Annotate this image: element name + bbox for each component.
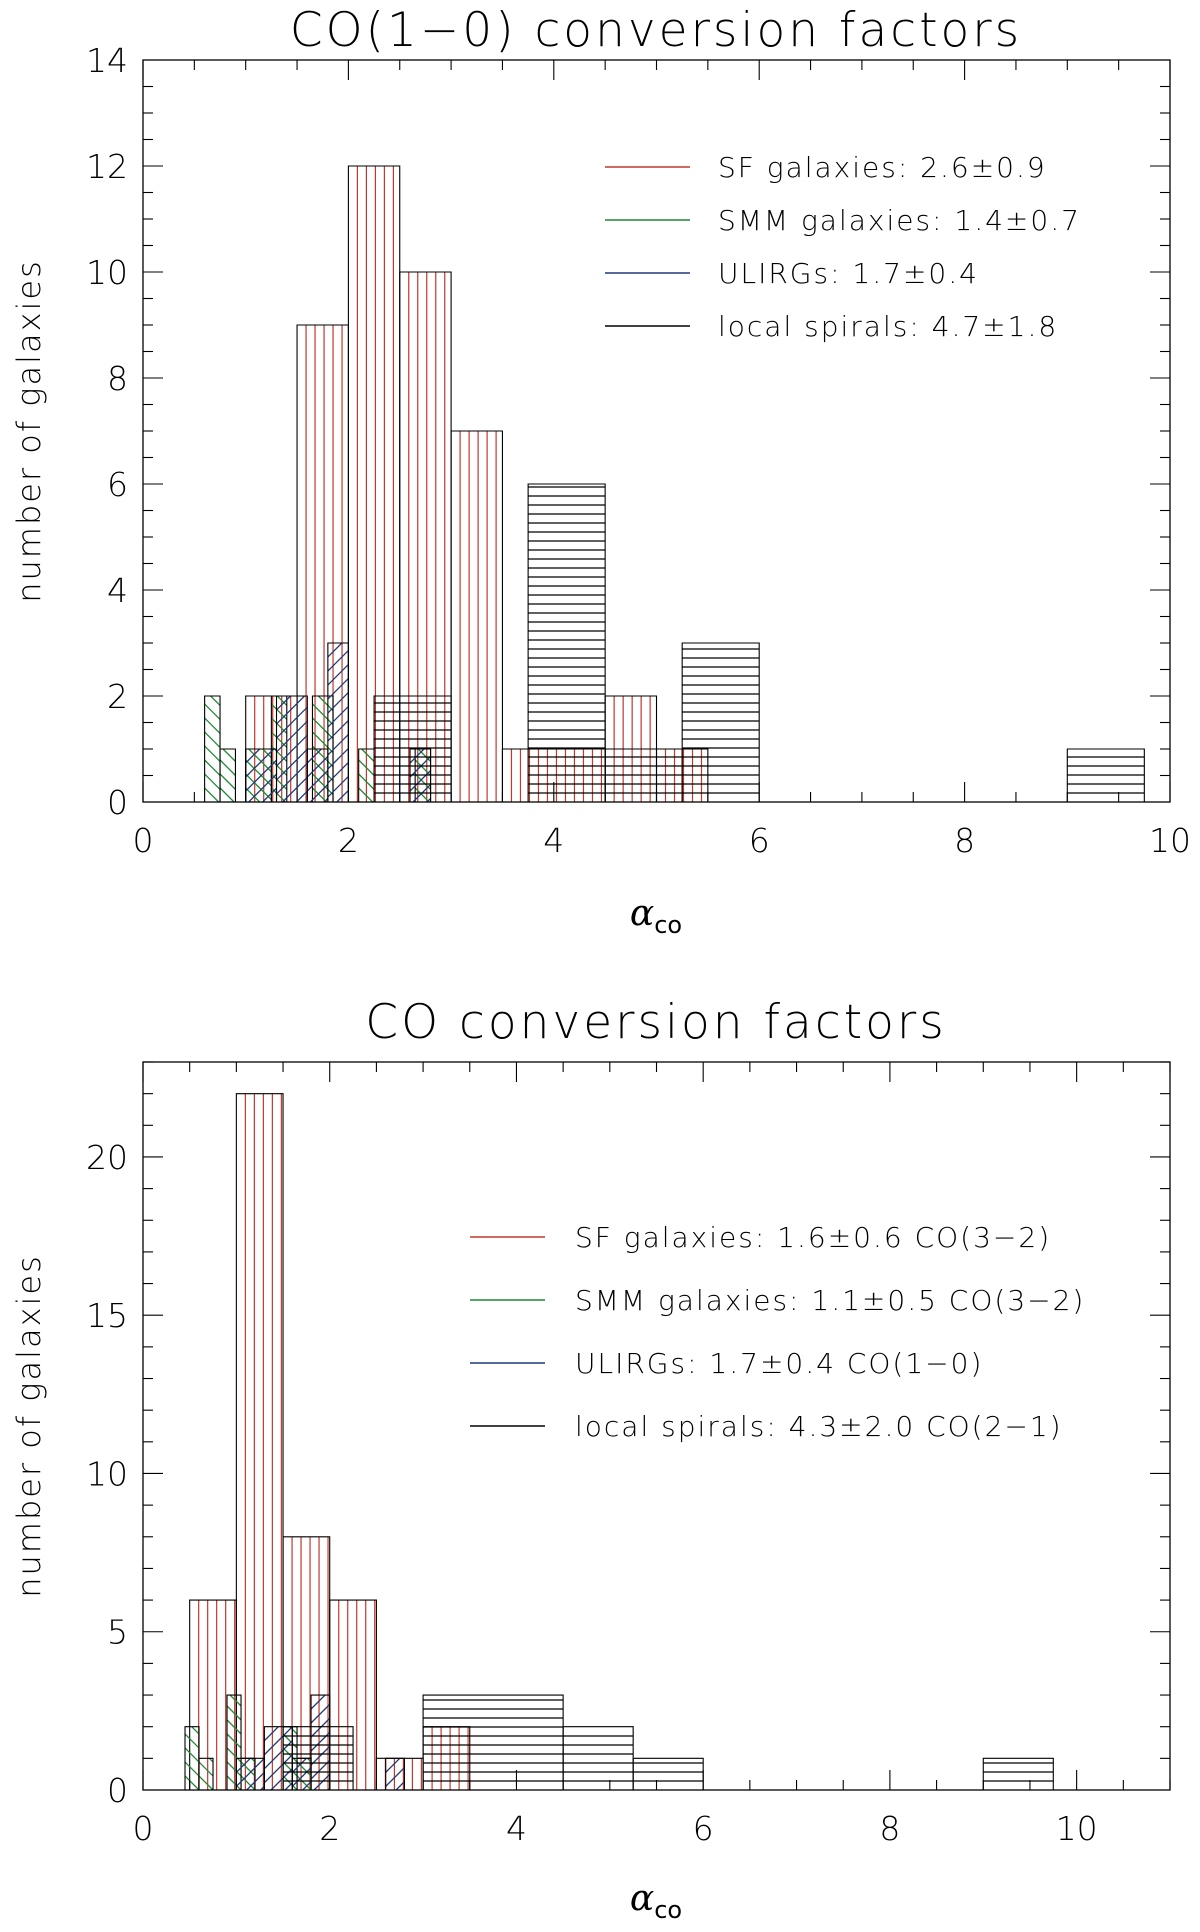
x-axis-label-subscript: co	[654, 911, 682, 939]
legend-label: SF galaxies: 1.6±0.6 CO(3−2)	[575, 1221, 1051, 1254]
y-tick-label: 12	[86, 147, 128, 186]
bar-sf-galaxies-4	[450, 430, 503, 802]
legend: SF galaxies: 1.6±0.6 CO(3−2) SMM galaxies…	[470, 1221, 1085, 1443]
chart-co10: CO(1−0) conversion factors 0 2 4 6 8 10 0 2 4 6 8 1…	[10, 3, 1191, 939]
series-local-spirals	[373, 483, 1145, 802]
bar-local-spirals-2	[604, 748, 683, 802]
y-axis-label: number of galaxies	[10, 259, 48, 603]
x-tick-label: 8	[954, 821, 975, 860]
y-tick-label: 14	[86, 41, 128, 80]
bar-smm-galaxies-2	[226, 1694, 242, 1790]
y-tick-label: 6	[107, 465, 128, 504]
y-tick-label: 15	[86, 1296, 128, 1335]
legend-item-smm-galaxies: SMM galaxies: 1.1±0.5 CO(3−2)	[470, 1284, 1085, 1317]
x-tick-label: 0	[133, 1809, 154, 1848]
x-tick-label: 2	[319, 1809, 340, 1848]
legend-label: ULIRGs: 1.7±0.4 CO(1−0)	[575, 1347, 983, 1380]
legend-item-smm-galaxies: SMM galaxies: 1.4±0.7	[605, 204, 1081, 237]
legend-item-ulirgs: ULIRGs: 1.7±0.4 CO(1−0)	[470, 1347, 983, 1380]
bar-local-spirals-3	[632, 1757, 704, 1790]
x-axis-label-symbol: α	[630, 1878, 654, 1919]
bar-ulirgs-3	[327, 642, 349, 802]
bar-sf-galaxies-1	[296, 324, 349, 802]
y-tick-label: 8	[107, 359, 128, 398]
bar-ulirgs-3	[310, 1694, 331, 1790]
bar-local-spirals-4	[982, 1757, 1054, 1790]
legend-label: local spirals: 4.7±1.8	[718, 310, 1058, 343]
bar-smm-galaxies-1	[219, 748, 236, 802]
bar-local-spirals-2	[562, 1726, 634, 1790]
bar-sf-galaxies-4	[375, 1757, 424, 1790]
bar-sf-galaxies-2	[282, 1536, 331, 1790]
series-local-spirals	[282, 1694, 1054, 1790]
y-tick-label: 2	[107, 677, 128, 716]
x-tick-label: 10	[1056, 1809, 1098, 1848]
y-tick-label: 20	[86, 1138, 128, 1177]
legend-label: ULIRGs: 1.7±0.4	[718, 257, 979, 290]
bar-local-spirals-4	[1066, 748, 1145, 802]
x-tick-label: 4	[506, 1809, 527, 1848]
chart-title: CO conversion factors	[365, 995, 946, 1050]
chart-co-all: CO conversion factors 0 2 4 6 8 10 0 5 10 15 20 SF…	[10, 995, 1171, 1924]
y-tick-label: 0	[107, 783, 128, 822]
x-axis-label-symbol: α	[630, 893, 654, 934]
x-tick-label: 4	[543, 821, 564, 860]
series-sf-galaxies	[189, 1093, 471, 1790]
bar-sf-galaxies-3	[399, 271, 452, 802]
y-tick-label: 5	[107, 1613, 128, 1652]
legend-item-local-spirals: local spirals: 4.7±1.8	[605, 310, 1058, 343]
legend: SF galaxies: 2.6±0.9 SMM galaxies: 1.4±0.…	[605, 151, 1081, 343]
y-tick-label: 0	[107, 1771, 128, 1810]
x-tick-label: 6	[693, 1809, 714, 1848]
legend-item-local-spirals: local spirals: 4.3±2.0 CO(2−1)	[470, 1410, 1063, 1443]
y-axis-label: number of galaxies	[10, 1254, 48, 1598]
legend-label: SMM galaxies: 1.4±0.7	[718, 204, 1081, 237]
x-axis-label-subscript: co	[654, 1896, 682, 1924]
bar-local-spirals-0	[282, 1726, 354, 1790]
bar-ulirgs-4	[385, 1757, 405, 1790]
bar-local-spirals-0	[373, 695, 452, 802]
bar-sf-galaxies-1	[235, 1093, 284, 1790]
bar-local-spirals-1	[527, 483, 606, 802]
x-axis-label: αco	[630, 893, 682, 939]
y-tick-label: 10	[86, 1454, 128, 1493]
series-ulirgs	[235, 1694, 405, 1790]
x-tick-label: 0	[133, 821, 154, 860]
x-tick-label: 8	[879, 1809, 900, 1848]
x-tick-label: 2	[338, 821, 359, 860]
x-tick-label: 10	[1149, 821, 1191, 860]
bar-local-spirals-1	[422, 1694, 564, 1790]
bar-smm-galaxies-1	[198, 1757, 214, 1790]
legend-label: SF galaxies: 2.6±0.9	[718, 151, 1047, 184]
bar-local-spirals-3	[681, 642, 760, 802]
bar-sf-galaxies-3	[329, 1599, 377, 1790]
legend-label: SMM galaxies: 1.1±0.5 CO(3−2)	[575, 1284, 1085, 1317]
chart-title: CO(1−0) conversion factors	[290, 3, 1022, 58]
x-axis-label: αco	[630, 1878, 682, 1924]
legend-item-sf-galaxies: SF galaxies: 1.6±0.6 CO(3−2)	[470, 1221, 1051, 1254]
y-tick-label: 10	[86, 253, 128, 292]
legend-item-sf-galaxies: SF galaxies: 2.6±0.9	[605, 151, 1047, 184]
legend-label: local spirals: 4.3±2.0 CO(2−1)	[575, 1410, 1063, 1443]
y-tick-label: 4	[107, 571, 128, 610]
x-tick-label: 6	[749, 821, 770, 860]
legend-item-ulirgs: ULIRGs: 1.7±0.4	[605, 257, 979, 290]
